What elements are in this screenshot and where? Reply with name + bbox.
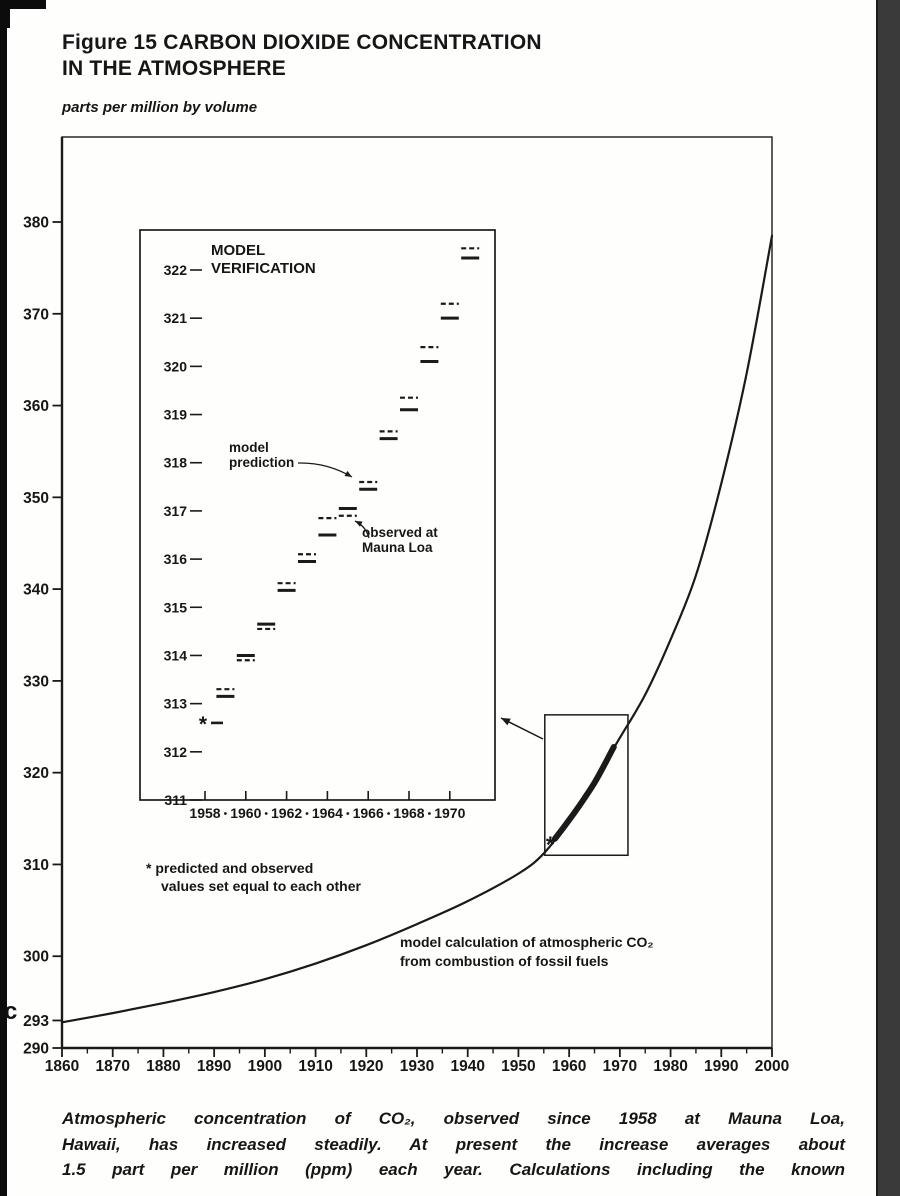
- inset-y-tick-label: 317: [164, 503, 188, 519]
- inset-x-tick-label: 1958: [189, 805, 220, 821]
- main-y-tick-label: 370: [23, 306, 49, 323]
- model-curve: [60, 234, 774, 1024]
- asterisk-footnote-line1: * predicted and observed: [146, 860, 313, 876]
- caption-line: Hawaii, has increased steadily. At prese…: [62, 1134, 845, 1154]
- main-x-tick-label: 1940: [450, 1058, 484, 1075]
- main-x-tick-label: 1880: [146, 1058, 180, 1075]
- inset-y-tick-label: 315: [164, 599, 188, 615]
- inset-x-tick-label: 1970: [434, 805, 465, 821]
- main-x-tick-label: 1970: [603, 1058, 637, 1075]
- observed-arrow-head: [355, 521, 363, 527]
- inset-x-tick-label: 1966: [353, 805, 384, 821]
- main-x-tick-label: 1910: [298, 1058, 332, 1075]
- figure-title-line1: Figure 15 CARBON DIOXIDE CONCENTRATION: [62, 31, 542, 54]
- caption-line: Atmospheric concentration of CO₂, observ…: [62, 1109, 845, 1128]
- inset-y-tick-label: 319: [164, 407, 188, 423]
- main-x-tick-label: 1990: [704, 1058, 738, 1075]
- main-y-tick-label: 300: [23, 949, 49, 966]
- main-y-tick-label: 310: [23, 857, 49, 874]
- inset-equal-values-asterisk: *: [199, 713, 208, 736]
- observed-segment: [551, 743, 617, 842]
- scan-edge-left: [0, 0, 7, 1196]
- observed-label-line1: observed at: [362, 525, 438, 540]
- main-y-tick-label: 340: [23, 582, 49, 599]
- main-x-tick-label: 1930: [400, 1058, 434, 1075]
- main-x-tick-label: 1960: [552, 1058, 586, 1075]
- scan-artifact: c: [4, 998, 18, 1025]
- inset-x-minor-dot: [224, 812, 227, 815]
- main-x-tick-label: 1900: [248, 1058, 282, 1075]
- main-y-tick-label: 290: [23, 1041, 49, 1058]
- y-axis-units-label: parts per million by volume: [62, 99, 258, 116]
- inset-y-tick-label: 316: [164, 551, 188, 567]
- inset-y-tick-label: 311: [164, 792, 187, 808]
- inset-x-minor-dot: [305, 812, 309, 815]
- inset-title-line1: MODEL: [211, 242, 265, 259]
- equal-values-asterisk: *: [546, 831, 555, 857]
- inset-x-tick-label: 1960: [230, 805, 261, 821]
- scan-edge-top-corner: [0, 0, 46, 9]
- zoom-arrow-head: [501, 718, 511, 726]
- main-x-tick-label: 1950: [501, 1058, 535, 1075]
- model-calculation-label-line2: from combustion of fossil fuels: [400, 953, 609, 969]
- caption-line: 1.5 part per million (ppm) each year. Ca…: [62, 1160, 845, 1179]
- main-y-tick-label: 360: [23, 398, 49, 415]
- main-x-tick-label: 1980: [653, 1058, 687, 1075]
- inset-x-minor-dot: [346, 812, 350, 815]
- model-prediction-label-line2: prediction: [229, 455, 294, 470]
- scan-edge-top-corner-vertical: [0, 0, 10, 28]
- main-y-tick-label: 330: [23, 673, 49, 690]
- main-y-tick-label: 293: [23, 1013, 49, 1030]
- zoom-box: [544, 714, 629, 857]
- inset-y-tick-label: 313: [164, 696, 188, 712]
- main-x-tick-label: 2000: [755, 1058, 789, 1075]
- main-x-tick-label: 1920: [349, 1058, 383, 1075]
- inset-y-tick-label: 321: [164, 310, 188, 326]
- main-y-tick-label: 350: [23, 490, 49, 507]
- main-y-tick-label: 380: [23, 215, 49, 232]
- inset-x-minor-dot: [264, 812, 268, 815]
- inset-y-tick-label: 320: [164, 358, 188, 374]
- model-calculation-label-line1: model calculation of atmospheric CO₂: [400, 934, 654, 950]
- model-prediction-arrow-head: [344, 470, 352, 477]
- inset-title-line2: VERIFICATION: [211, 260, 316, 277]
- inset-y-tick-label: 314: [164, 647, 188, 663]
- model-prediction-label-line1: model: [229, 440, 269, 455]
- inset-y-tick-label: 318: [164, 455, 188, 471]
- observed-label-line2: Mauna Loa: [362, 540, 433, 555]
- inset-y-tick-label: 322: [164, 262, 188, 278]
- inset-y-tick-label: 312: [164, 744, 188, 760]
- main-x-tick-label: 1870: [95, 1058, 129, 1075]
- inset-x-tick-label: 1968: [393, 805, 424, 821]
- figure-title-line2: IN THE ATMOSPHERE: [62, 57, 286, 80]
- inset-x-tick-label: 1962: [271, 805, 302, 821]
- inset-frame: [139, 229, 496, 801]
- main-x-tick-label: 1860: [45, 1058, 79, 1075]
- inset-x-minor-dot: [387, 812, 390, 815]
- scan-edge-right: [876, 0, 900, 1196]
- asterisk-footnote-line2: values set equal to each other: [161, 878, 362, 894]
- inset-x-minor-dot: [428, 812, 431, 815]
- main-y-tick-label: 320: [23, 765, 49, 782]
- figure-caption: Atmospheric concentration of CO₂, observ…: [62, 1106, 845, 1183]
- main-x-tick-label: 1890: [197, 1058, 231, 1075]
- inset-x-tick-label: 1964: [312, 805, 343, 821]
- figure-title: Figure 15 CARBON DIOXIDE CONCENTRATION I…: [62, 30, 542, 82]
